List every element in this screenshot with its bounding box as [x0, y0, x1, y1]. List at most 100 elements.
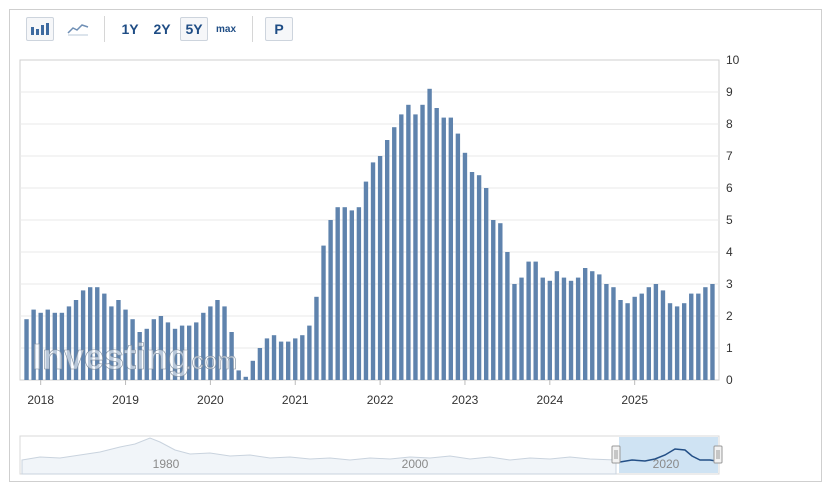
- bar[interactable]: [307, 325, 312, 380]
- bar[interactable]: [102, 293, 107, 380]
- bar[interactable]: [314, 296, 319, 380]
- bar[interactable]: [59, 312, 65, 380]
- bar[interactable]: [441, 117, 446, 380]
- bar[interactable]: [674, 306, 680, 380]
- bar[interactable]: [604, 284, 609, 380]
- bar[interactable]: [179, 325, 185, 380]
- bar[interactable]: [95, 287, 100, 380]
- bar[interactable]: [554, 271, 560, 380]
- bar[interactable]: [370, 162, 376, 380]
- bar[interactable]: [285, 341, 291, 380]
- bar[interactable]: [639, 293, 644, 380]
- bar[interactable]: [158, 316, 164, 380]
- bar[interactable]: [52, 312, 58, 380]
- bar[interactable]: [540, 277, 545, 380]
- range-2y-button[interactable]: 2Y: [153, 21, 171, 37]
- bar[interactable]: [392, 127, 397, 380]
- bar[interactable]: [186, 325, 192, 380]
- bar[interactable]: [448, 117, 454, 380]
- navigator-left-handle[interactable]: [611, 445, 621, 464]
- bar[interactable]: [469, 172, 475, 380]
- bar[interactable]: [667, 303, 673, 380]
- bar[interactable]: [420, 104, 425, 381]
- bar[interactable]: [533, 261, 538, 380]
- bar[interactable]: [483, 188, 489, 380]
- bar[interactable]: [597, 274, 602, 380]
- bar[interactable]: [123, 309, 128, 380]
- bar[interactable]: [356, 207, 362, 380]
- bar[interactable]: [618, 300, 623, 380]
- bar[interactable]: [109, 306, 114, 380]
- bar[interactable]: [703, 287, 708, 380]
- bar[interactable]: [208, 306, 213, 380]
- bar[interactable]: [137, 332, 142, 380]
- bar[interactable]: [561, 277, 567, 380]
- range-max-button[interactable]: max: [215, 23, 236, 35]
- bar[interactable]: [491, 220, 496, 380]
- pin-button[interactable]: P: [265, 17, 293, 41]
- bar[interactable]: [229, 332, 234, 380]
- bar[interactable]: [250, 360, 256, 380]
- bar[interactable]: [201, 312, 206, 380]
- bar[interactable]: [38, 312, 43, 380]
- bar[interactable]: [568, 280, 574, 380]
- bar[interactable]: [377, 156, 383, 380]
- line-chart-button[interactable]: [64, 17, 92, 41]
- bar[interactable]: [689, 293, 694, 380]
- bar[interactable]: [582, 268, 588, 380]
- bar[interactable]: [222, 306, 227, 380]
- bar[interactable]: [264, 338, 270, 380]
- bar[interactable]: [24, 319, 29, 380]
- bar[interactable]: [660, 290, 666, 380]
- bar[interactable]: [512, 284, 517, 380]
- bar[interactable]: [172, 328, 178, 380]
- bar[interactable]: [271, 335, 277, 380]
- bar[interactable]: [653, 284, 659, 380]
- bar[interactable]: [87, 287, 93, 380]
- bar[interactable]: [625, 303, 630, 380]
- bar[interactable]: [455, 133, 461, 380]
- bar[interactable]: [384, 140, 390, 380]
- bar[interactable]: [498, 223, 503, 380]
- bar[interactable]: [406, 104, 411, 381]
- range-1y-button[interactable]: 1Y: [121, 21, 139, 37]
- bar[interactable]: [165, 322, 171, 380]
- bar[interactable]: [611, 287, 616, 380]
- bar[interactable]: [632, 296, 637, 380]
- bar[interactable]: [696, 293, 701, 380]
- bar[interactable]: [710, 284, 715, 380]
- bar[interactable]: [215, 300, 220, 380]
- bar[interactable]: [335, 207, 340, 380]
- navigator-selected-range[interactable]: [619, 437, 718, 473]
- bar[interactable]: [349, 210, 355, 380]
- bar[interactable]: [257, 348, 263, 380]
- bar[interactable]: [413, 114, 418, 381]
- bar[interactable]: [342, 207, 347, 380]
- bar[interactable]: [80, 290, 86, 380]
- bar[interactable]: [278, 341, 284, 380]
- bar[interactable]: [116, 300, 121, 380]
- bar[interactable]: [300, 335, 305, 380]
- bar[interactable]: [575, 277, 581, 380]
- bar[interactable]: [31, 309, 36, 380]
- bar[interactable]: [66, 306, 72, 380]
- bar[interactable]: [293, 338, 298, 380]
- bar[interactable]: [243, 376, 248, 380]
- bar[interactable]: [151, 319, 157, 380]
- navigator[interactable]: 1980 2000 2020: [19, 435, 723, 475]
- bar[interactable]: [321, 245, 326, 380]
- bar[interactable]: [519, 277, 524, 380]
- bar[interactable]: [476, 175, 482, 380]
- bar[interactable]: [363, 181, 369, 380]
- bar[interactable]: [194, 322, 199, 380]
- bar[interactable]: [505, 252, 510, 380]
- navigator-right-handle[interactable]: [713, 445, 723, 464]
- bar[interactable]: [547, 280, 553, 380]
- bar[interactable]: [526, 261, 531, 380]
- bar[interactable]: [462, 152, 468, 380]
- bar[interactable]: [144, 328, 149, 380]
- bar[interactable]: [427, 88, 432, 381]
- bar[interactable]: [646, 287, 652, 380]
- bar[interactable]: [399, 114, 404, 381]
- bar-chart-button[interactable]: [26, 17, 54, 41]
